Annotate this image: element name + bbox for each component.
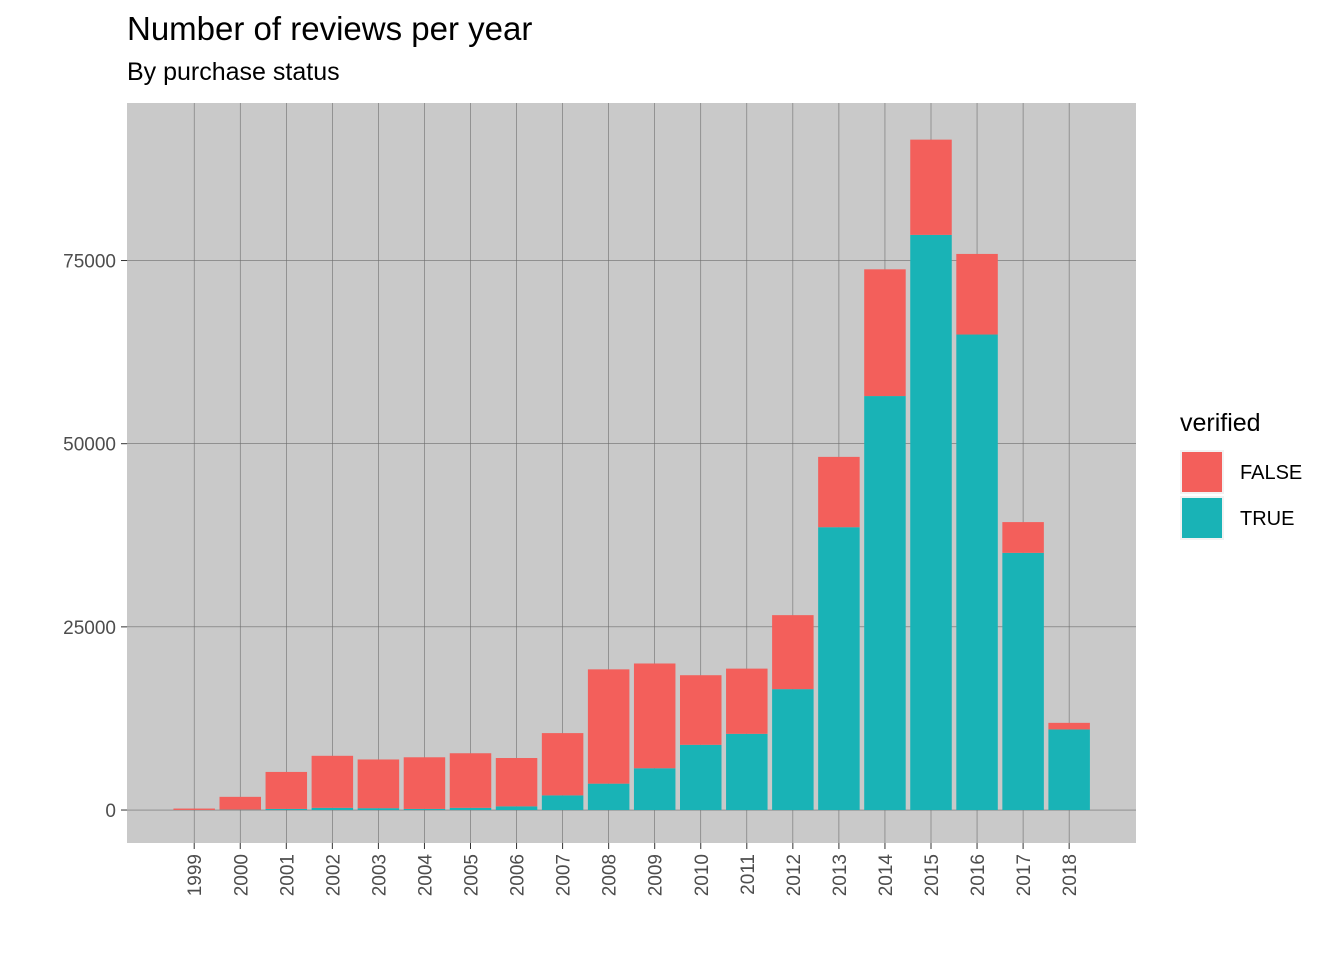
bar-false-1999 (173, 808, 215, 810)
bar-true-2005 (449, 807, 492, 811)
bar-true-2003 (357, 808, 400, 811)
bar-false-2001 (265, 771, 308, 809)
bar-true-2010 (680, 744, 722, 811)
x-tick-label: 2004 (415, 854, 436, 897)
x-tick-label: 2017 (1014, 854, 1035, 896)
x-tick-label: 2013 (830, 854, 851, 896)
bar-false-2018 (1048, 722, 1090, 730)
bar-true-2013 (818, 527, 860, 811)
x-tick-label: 2012 (784, 854, 805, 896)
bar-false-2013 (818, 456, 860, 528)
bar-true-2004 (403, 808, 446, 811)
x-tick-label: 2018 (1060, 854, 1081, 896)
bar-false-2007 (541, 733, 584, 796)
bar-false-2003 (357, 759, 400, 809)
x-tick-label: 1999 (185, 854, 206, 896)
bar-true-2011 (726, 733, 768, 811)
bar-false-2016 (956, 253, 998, 335)
bar-true-2007 (541, 795, 584, 811)
x-tick-label: 2002 (323, 854, 344, 896)
chart-title: Number of reviews per year (127, 10, 533, 47)
x-tick-label: 2014 (876, 854, 897, 897)
x-tick-label: 2001 (277, 854, 298, 896)
x-tick-label: 2008 (600, 854, 621, 896)
chart-subtitle: By purchase status (127, 58, 340, 86)
bar-false-2015 (910, 139, 952, 235)
y-tick-label: 25000 (63, 618, 116, 639)
y-tick-label: 0 (105, 801, 116, 822)
bar-true-2014 (864, 396, 906, 811)
legend-swatch-false (1182, 452, 1222, 492)
bar-true-2009 (633, 768, 676, 811)
bar-true-2017 (1002, 552, 1044, 811)
x-tick-label: 2009 (646, 854, 667, 896)
bar-true-2012 (772, 689, 814, 811)
bar-false-2017 (1002, 522, 1044, 553)
bar-false-2009 (633, 663, 676, 769)
bar-true-2018 (1048, 729, 1090, 811)
bar-false-2011 (726, 668, 768, 734)
bar-false-2002 (311, 755, 354, 808)
x-tick-label: 2007 (554, 854, 575, 896)
bar-true-2001 (265, 808, 308, 811)
legend: verified FALSE TRUE (1180, 409, 1302, 540)
x-tick-label: 2000 (231, 854, 252, 896)
legend-label-true: TRUE (1240, 508, 1294, 530)
bar-false-2012 (772, 615, 814, 690)
bar-false-2005 (449, 753, 492, 808)
bar-true-2015 (910, 234, 952, 811)
x-tick-label: 2003 (369, 854, 390, 896)
legend-title: verified (1180, 409, 1261, 437)
bar-true-2006 (495, 806, 538, 811)
x-axis: 1999 2000 2001 2002 2003 2004 2005 2006 2007 2008… (185, 843, 1081, 896)
x-tick-label: 2006 (508, 854, 529, 896)
bar-true-2008 (587, 783, 630, 811)
bar-false-2010 (680, 675, 722, 745)
x-tick-label: 2010 (692, 854, 713, 896)
legend-swatch-true (1182, 498, 1222, 538)
bar-true-2002 (311, 807, 354, 811)
y-axis: 0 25000 50000 75000 (63, 252, 127, 822)
x-tick-label: 2015 (922, 854, 943, 896)
bar-false-2004 (403, 757, 446, 809)
legend-label-false: FALSE (1240, 462, 1302, 484)
y-tick-label: 50000 (63, 435, 116, 456)
x-tick-label: 2011 (738, 854, 759, 895)
bars (173, 139, 1090, 811)
bar-false-2008 (587, 669, 630, 784)
x-tick-label: 2016 (968, 854, 989, 896)
bar-true-2016 (956, 334, 998, 811)
bar-false-2006 (495, 758, 538, 807)
bar-false-2014 (864, 269, 906, 397)
x-tick-label: 2005 (462, 854, 483, 896)
y-tick-label: 75000 (63, 252, 116, 273)
bar-false-2000 (219, 796, 261, 810)
